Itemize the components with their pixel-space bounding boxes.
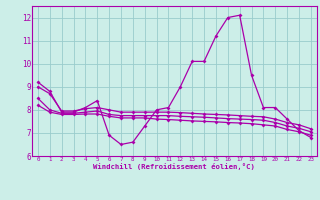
- X-axis label: Windchill (Refroidissement éolien,°C): Windchill (Refroidissement éolien,°C): [93, 164, 255, 170]
